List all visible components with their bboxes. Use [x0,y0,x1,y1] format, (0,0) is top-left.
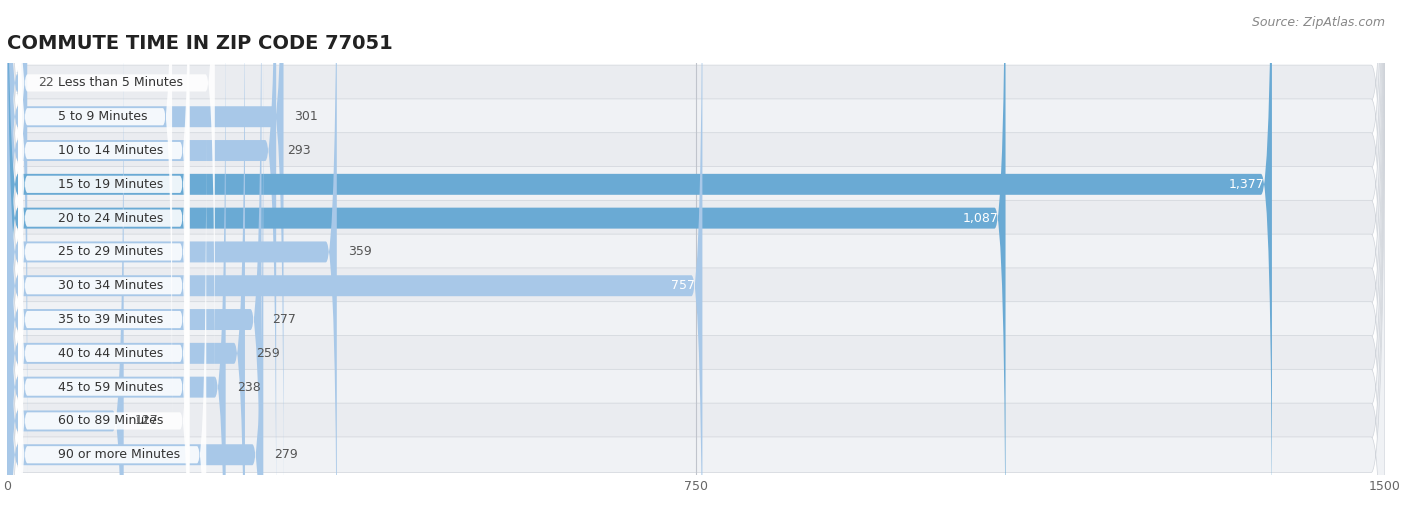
FancyBboxPatch shape [18,0,215,412]
Text: 127: 127 [135,414,159,428]
Text: 259: 259 [256,347,280,360]
FancyBboxPatch shape [18,0,190,480]
FancyBboxPatch shape [7,0,225,522]
FancyBboxPatch shape [18,0,190,522]
Text: 1,087: 1,087 [962,211,998,224]
Text: 40 to 44 Minutes: 40 to 44 Minutes [58,347,163,360]
FancyBboxPatch shape [7,0,1385,522]
Text: 45 to 59 Minutes: 45 to 59 Minutes [58,381,163,394]
FancyBboxPatch shape [18,58,190,522]
Text: 90 or more Minutes: 90 or more Minutes [58,448,180,461]
FancyBboxPatch shape [18,24,190,522]
FancyBboxPatch shape [7,0,1385,522]
FancyBboxPatch shape [7,0,245,522]
FancyBboxPatch shape [7,0,1385,522]
FancyBboxPatch shape [18,125,207,522]
FancyBboxPatch shape [7,0,1385,522]
Text: 277: 277 [273,313,297,326]
FancyBboxPatch shape [7,0,284,512]
Text: 10 to 14 Minutes: 10 to 14 Minutes [58,144,163,157]
Text: 25 to 29 Minutes: 25 to 29 Minutes [58,245,163,258]
Text: 1,377: 1,377 [1229,178,1264,191]
FancyBboxPatch shape [7,0,262,522]
FancyBboxPatch shape [7,26,124,522]
FancyBboxPatch shape [7,0,1385,522]
FancyBboxPatch shape [18,0,172,446]
FancyBboxPatch shape [7,0,1385,522]
FancyBboxPatch shape [18,0,190,522]
FancyBboxPatch shape [7,60,263,522]
Text: 22: 22 [38,76,53,89]
Text: Source: ZipAtlas.com: Source: ZipAtlas.com [1251,16,1385,29]
FancyBboxPatch shape [7,0,1385,522]
Text: 20 to 24 Minutes: 20 to 24 Minutes [58,211,163,224]
FancyBboxPatch shape [18,91,190,522]
FancyBboxPatch shape [7,0,1385,522]
Text: 30 to 34 Minutes: 30 to 34 Minutes [58,279,163,292]
Text: 279: 279 [274,448,298,461]
Text: 5 to 9 Minutes: 5 to 9 Minutes [58,110,148,123]
FancyBboxPatch shape [7,0,703,522]
FancyBboxPatch shape [18,0,190,522]
Text: Less than 5 Minutes: Less than 5 Minutes [58,76,183,89]
FancyBboxPatch shape [7,0,1385,522]
Text: 15 to 19 Minutes: 15 to 19 Minutes [58,178,163,191]
FancyBboxPatch shape [7,0,1385,522]
Text: COMMUTE TIME IN ZIP CODE 77051: COMMUTE TIME IN ZIP CODE 77051 [7,34,392,53]
FancyBboxPatch shape [7,0,1385,522]
FancyBboxPatch shape [7,0,1385,522]
FancyBboxPatch shape [7,0,27,478]
FancyBboxPatch shape [18,0,190,522]
FancyBboxPatch shape [18,0,190,514]
FancyBboxPatch shape [7,0,276,522]
Text: 359: 359 [347,245,371,258]
Text: 293: 293 [287,144,311,157]
Text: 301: 301 [294,110,318,123]
Text: 757: 757 [671,279,695,292]
FancyBboxPatch shape [7,0,1005,522]
FancyBboxPatch shape [7,0,1272,522]
Text: 35 to 39 Minutes: 35 to 39 Minutes [58,313,163,326]
Text: 238: 238 [236,381,260,394]
FancyBboxPatch shape [7,0,337,522]
Text: 60 to 89 Minutes: 60 to 89 Minutes [58,414,163,428]
